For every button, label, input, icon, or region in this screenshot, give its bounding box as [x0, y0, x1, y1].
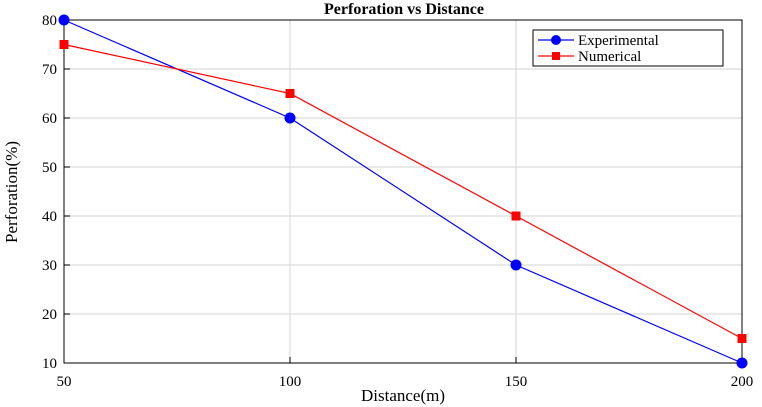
y-tick-label: 60: [42, 111, 57, 127]
legend-label-numerical: Numerical: [578, 49, 641, 65]
data-point-experimental: [58, 14, 70, 26]
data-point-numerical: [59, 40, 69, 49]
x-tick-label: 150: [505, 374, 528, 390]
x-tick-label: 100: [279, 374, 302, 390]
data-point-numerical: [737, 334, 747, 343]
series-line-numerical: [63, 43, 743, 340]
legend-marker-experimental: [551, 35, 561, 45]
grid: [64, 20, 742, 363]
series-group: [58, 14, 748, 369]
y-tick-label: 80: [42, 13, 57, 29]
axis-ticks: 50 100 150 200 10 20 30 40 50 60 70 80: [42, 13, 753, 390]
data-point-numerical: [511, 211, 521, 221]
y-tick-label: 40: [42, 209, 57, 225]
y-tick-label: 10: [42, 356, 57, 372]
plot-area: [63, 19, 743, 364]
y-tick-label: 50: [42, 160, 57, 176]
legend: Experimental Numerical: [532, 29, 724, 67]
data-point-numerical: [285, 89, 295, 98]
x-tick-label: 200: [731, 374, 754, 390]
legend-label-experimental: Experimental: [578, 33, 659, 49]
y-tick-label: 70: [42, 62, 57, 78]
data-point-experimental: [510, 259, 522, 271]
data-point-experimental: [736, 357, 748, 369]
y-tick-label: 20: [42, 307, 57, 323]
x-tick-label: 50: [57, 374, 72, 390]
legend-marker-numerical: [552, 52, 560, 60]
y-tick-label: 30: [42, 258, 57, 274]
data-point-experimental: [284, 112, 296, 124]
series-line-experimental: [63, 19, 743, 364]
legend-box: [532, 29, 724, 67]
x-axis-label: Distance(m): [361, 386, 445, 405]
y-axis-label: Perforation(%): [2, 141, 21, 243]
chart-title: Perforation vs Distance: [324, 1, 484, 18]
